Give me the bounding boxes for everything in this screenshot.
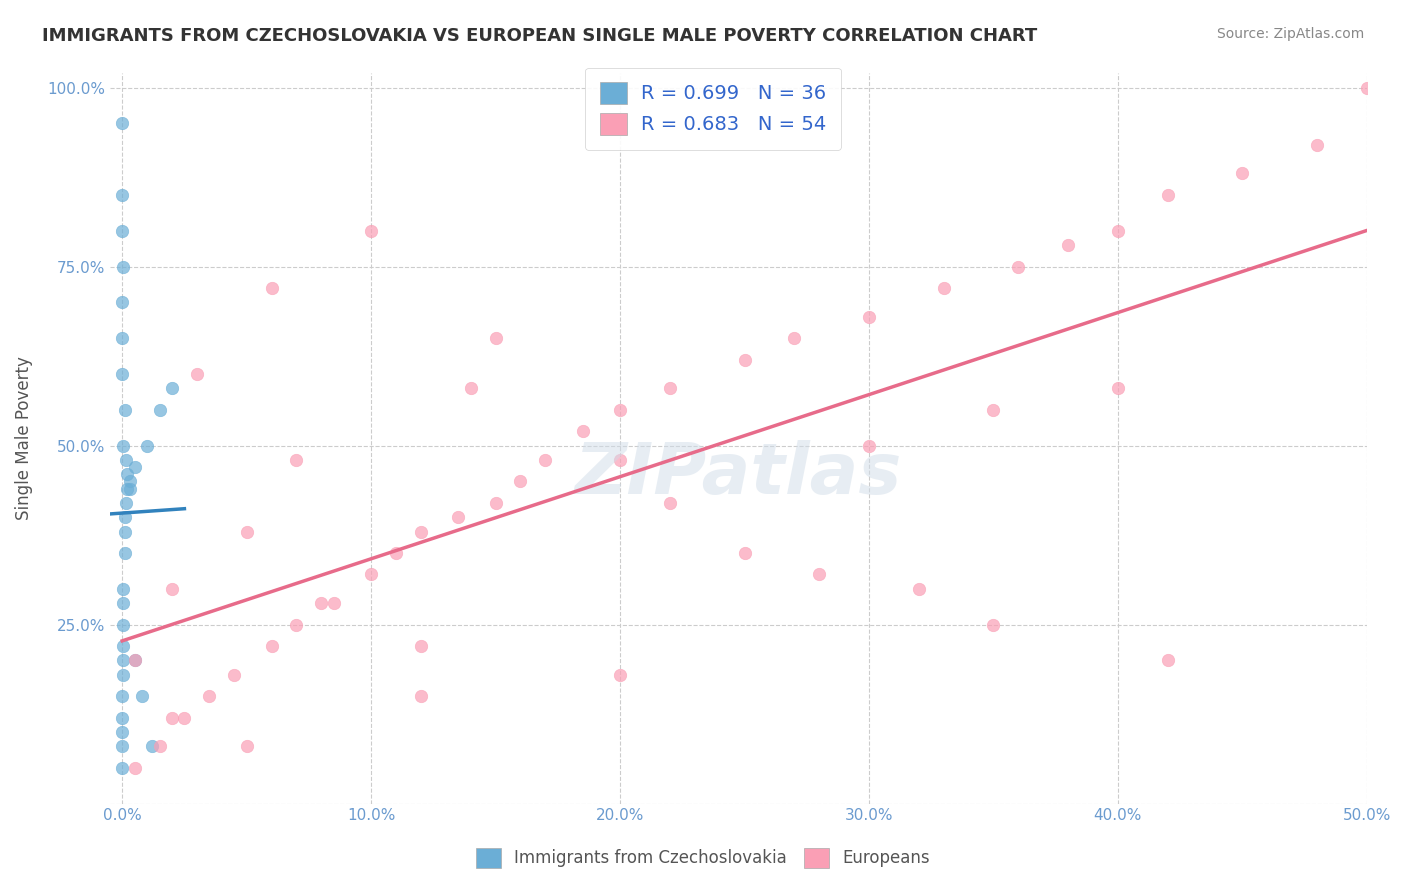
Point [360, 224, 382, 238]
Point [118, 482, 141, 496]
Point [932, 281, 955, 295]
Legend: Immigrants from Czechoslovakia, Europeans: Immigrants from Czechoslovakia, European… [470, 841, 936, 875]
Point [571, 424, 593, 438]
Point [783, 331, 806, 345]
Point [115, 496, 138, 510]
Point [1156, 653, 1178, 667]
Text: Source: ZipAtlas.com: Source: ZipAtlas.com [1216, 27, 1364, 41]
Point [112, 439, 135, 453]
Point [409, 639, 432, 653]
Point [1107, 224, 1129, 238]
Point [198, 690, 221, 704]
Point [858, 310, 880, 324]
Point [224, 667, 246, 681]
Point [447, 510, 470, 524]
Point [186, 367, 208, 381]
Point [360, 567, 382, 582]
Point [173, 711, 195, 725]
Point [124, 460, 146, 475]
Point [160, 711, 183, 725]
Point [460, 381, 482, 395]
Point [285, 617, 308, 632]
Point [1057, 238, 1080, 252]
Point [658, 381, 681, 395]
Point [1107, 381, 1129, 395]
Point [115, 467, 138, 482]
Point [509, 475, 531, 489]
Point [111, 739, 134, 754]
Point [114, 546, 136, 560]
Point [658, 496, 681, 510]
Point [111, 367, 134, 381]
Point [260, 639, 283, 653]
Point [112, 596, 135, 610]
Point [734, 352, 756, 367]
Point [111, 188, 134, 202]
Point [311, 596, 333, 610]
Point [111, 116, 134, 130]
Point [118, 475, 141, 489]
Point [1232, 166, 1254, 180]
Point [114, 524, 136, 539]
Point [983, 402, 1005, 417]
Point [148, 402, 170, 417]
Point [160, 381, 183, 395]
Point [124, 653, 146, 667]
Point [112, 617, 135, 632]
Point [111, 725, 134, 739]
Point [115, 453, 138, 467]
Point [114, 402, 136, 417]
Point [112, 582, 135, 596]
Point [260, 281, 283, 295]
Point [808, 567, 831, 582]
Point [609, 667, 631, 681]
Point [609, 402, 631, 417]
Point [983, 617, 1005, 632]
Point [114, 510, 136, 524]
Point [322, 596, 344, 610]
Point [124, 653, 146, 667]
Point [148, 739, 170, 754]
Point [111, 761, 134, 775]
Point [111, 331, 134, 345]
Point [409, 690, 432, 704]
Point [609, 453, 631, 467]
Point [734, 546, 756, 560]
Y-axis label: Single Male Poverty: Single Male Poverty [15, 357, 32, 520]
Point [385, 546, 408, 560]
Point [111, 690, 134, 704]
Point [111, 711, 134, 725]
Point [235, 739, 257, 754]
Point [484, 496, 506, 510]
Point [907, 582, 929, 596]
Point [160, 582, 183, 596]
Text: IMMIGRANTS FROM CZECHOSLOVAKIA VS EUROPEAN SINGLE MALE POVERTY CORRELATION CHART: IMMIGRANTS FROM CZECHOSLOVAKIA VS EUROPE… [42, 27, 1038, 45]
Point [484, 331, 506, 345]
Legend: R = 0.699   N = 36, R = 0.683   N = 54: R = 0.699 N = 36, R = 0.683 N = 54 [585, 68, 841, 150]
Point [534, 453, 557, 467]
Point [112, 639, 135, 653]
Point [131, 690, 153, 704]
Point [1355, 80, 1378, 95]
Point [112, 667, 135, 681]
Point [409, 524, 432, 539]
Point [858, 439, 880, 453]
Point [111, 224, 134, 238]
Point [115, 482, 138, 496]
Point [1306, 137, 1329, 152]
Point [136, 439, 159, 453]
Text: ZIPatlas: ZIPatlas [575, 441, 903, 509]
Point [112, 653, 135, 667]
Point [112, 260, 135, 274]
Point [1007, 260, 1029, 274]
Point [124, 761, 146, 775]
Point [285, 453, 308, 467]
Point [111, 295, 134, 310]
Point [235, 524, 257, 539]
Point [141, 739, 163, 754]
Point [1156, 188, 1178, 202]
